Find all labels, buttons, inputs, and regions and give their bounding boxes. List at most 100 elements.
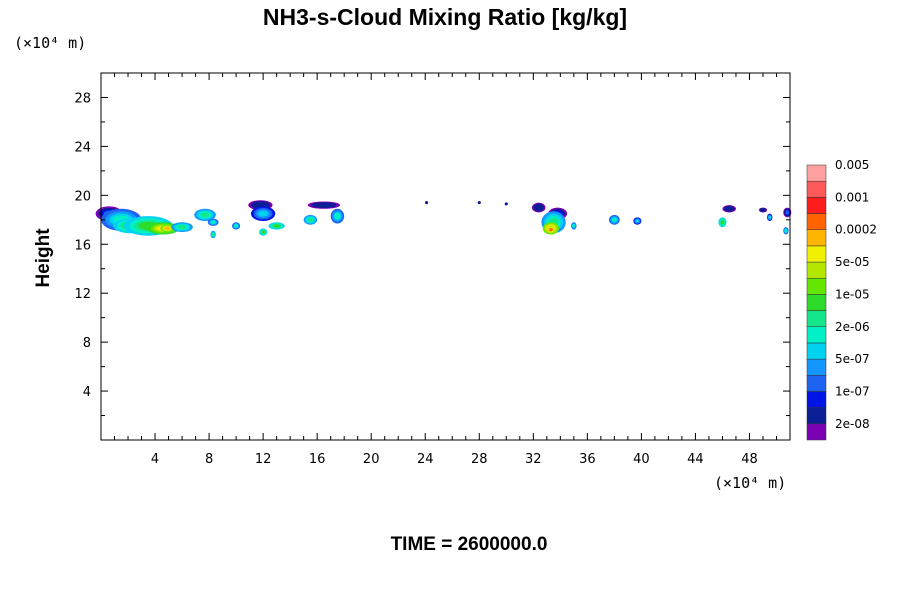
cloud-contour [200,212,210,218]
cloud-blob [504,202,508,206]
cloud-blob [477,201,481,205]
cloud-contour [533,203,544,212]
cloud-contour [334,213,341,220]
cloud-blob [232,222,241,230]
cloud-field [95,200,792,239]
colorbar-swatch [806,197,827,214]
cloud-blob [207,218,219,226]
x-tick-label: 4 [151,452,159,467]
cloud-contour [211,232,215,236]
cloud-blob [259,228,268,236]
cloud-contour [549,228,553,232]
cloud-blob [330,208,345,224]
x-tick-label: 36 [579,452,596,467]
x-tick-label: 12 [255,452,272,467]
y-tick-label: 24 [74,140,91,155]
cloud-blob [425,201,429,205]
cloud-blob [546,225,555,234]
cloud-contour [635,219,639,223]
colorbar: 2e-08 1e-07 5e-07 2e-06 1e-05 5e-05 0.0002 0.00… [806,158,877,441]
cloud-contour [210,220,216,224]
y-tick-label: 12 [74,287,91,302]
cloud-contour [504,202,508,206]
cloud-blob [783,207,792,218]
y-tick-label: 28 [74,91,91,106]
cloud-blob [210,230,216,239]
cloud-contour [572,224,576,228]
colorbar-swatch [806,294,827,311]
colorbar-label: 1e-07 [835,384,870,398]
colorbar-label: 5e-05 [835,255,870,269]
cloud-contour [425,201,429,205]
cloud-contour [720,220,725,225]
colorbar-swatch [806,277,827,295]
x-axis-unit: (×10⁴ m) [714,474,786,492]
x-tick-label: 24 [417,452,434,467]
cloud-contour [612,217,617,222]
colorbar-swatch [806,229,827,247]
x-tick-label: 8 [205,452,213,467]
cloud-blob [250,206,276,222]
colorbar-label: 0.0002 [835,223,877,237]
cloud-blob [767,213,773,222]
x-tick-label: 16 [309,452,326,467]
x-tick-label: 28 [471,452,488,467]
cloud-contour [785,210,789,215]
time-label: TIME = 2600000.0 [391,534,548,555]
colorbar-swatch [806,261,827,279]
colorbar-label: 5e-07 [835,352,870,366]
cloud-blob [160,224,174,233]
cloud-blob [722,205,736,213]
cloud-contour [273,224,280,228]
colorbar-label: 2e-06 [835,320,870,334]
cloud-contour [164,226,170,230]
colorbar-swatch [806,164,827,182]
y-tick-label: 16 [74,238,91,253]
cloud-contour [784,229,788,233]
cloud-contour [234,224,238,228]
x-tick-label: 20 [363,452,380,467]
colorbar-swatch [806,407,827,425]
y-tick-label: 8 [83,336,91,351]
cloud-blob [783,227,789,235]
cloud-blob [171,222,193,233]
plot-frame [100,72,791,441]
cloud-contour [258,210,268,217]
colorbar-label: 2e-08 [835,417,870,431]
cloud-blob [307,201,341,209]
cloud-contour [759,208,767,212]
y-tick-label: 4 [83,385,91,400]
colorbar-swatch [806,213,827,230]
x-tick-label: 40 [633,452,650,467]
cloud-contour [177,225,187,230]
cloud-blob [758,207,768,213]
cloud-contour [307,217,314,222]
colorbar-swatch [806,375,827,392]
cloud-contour [261,230,265,234]
cloud-contour [768,215,772,219]
y-axis-unit: (×10⁴ m) [14,34,86,52]
colorbar-label: 1e-05 [835,287,870,301]
colorbar-label: 0.005 [835,158,869,172]
colorbar-swatch [806,391,827,408]
colorbar-swatch [806,310,827,328]
cloud-blob [571,222,577,230]
x-tick-label: 48 [741,452,758,467]
cloud-blob [531,202,546,213]
cloud-contour [723,205,735,212]
colorbar-swatch [806,245,827,263]
cloud-blob [303,214,318,225]
colorbar-swatch [806,326,827,344]
y-tick-label: 20 [74,189,91,204]
cloud-blob [633,217,642,225]
cloud-contour [311,202,337,208]
chart-title: NH3-s-Cloud Mixing Ratio [kg/kg] [263,4,627,30]
colorbar-swatch [806,358,827,376]
cloud-blob [194,208,216,222]
x-tick-label: 44 [687,452,704,467]
colorbar-swatch [806,423,827,441]
cloud-blob [268,222,285,230]
colorbar-swatch [806,342,827,360]
